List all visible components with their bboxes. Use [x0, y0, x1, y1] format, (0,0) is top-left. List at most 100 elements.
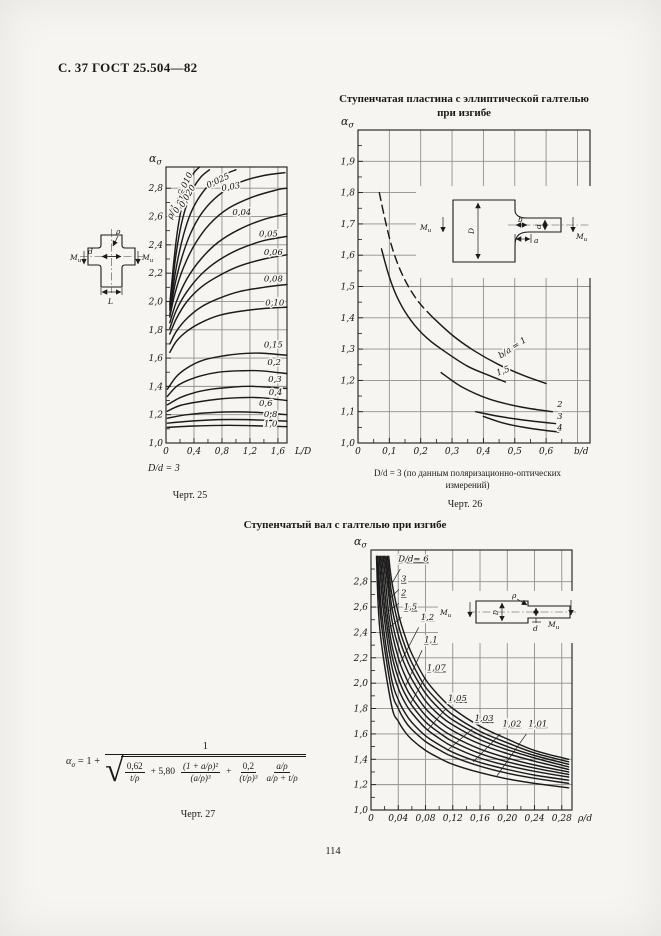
- svg-text:1,8: 1,8: [149, 326, 164, 336]
- svg-text:1,5: 1,5: [495, 364, 511, 378]
- formula-under-root: 0,62 t/ρ + 5,80 (1 + a/ρ)² (a/ρ)³ + 0,2 (t/…: [120, 756, 306, 784]
- svg-text:1,6: 1,6: [271, 447, 286, 457]
- chart-25-ratio-caption: D/d = 3: [148, 463, 180, 474]
- svg-text:1,4: 1,4: [354, 755, 369, 765]
- formula-numerator: 1: [105, 741, 306, 755]
- inset-background: [438, 591, 578, 643]
- chart-26-caption: Черт. 26: [447, 499, 483, 510]
- dim-d-label: d: [88, 247, 93, 256]
- svg-text:2,2: 2,2: [353, 654, 369, 664]
- svg-text:0: 0: [355, 447, 361, 457]
- svg-text:1,6: 1,6: [354, 730, 369, 740]
- plate-dimension-d: d: [534, 219, 548, 231]
- dim-D-label: D: [467, 228, 476, 235]
- term-1: 0,62 t/ρ: [124, 761, 145, 783]
- plus-operator: +: [226, 767, 232, 778]
- chart-25-cross-plate: 0 0,4 0,8 1,2 1,6 1,0 1,2 1,4 1,6 1,8 2,0 2,2 2,4 2,6…: [148, 152, 312, 457]
- stepped-shaft-outline: [468, 600, 576, 624]
- page-number: 114: [325, 846, 341, 857]
- svg-text:2,0: 2,0: [353, 679, 369, 689]
- svg-text:0,24: 0,24: [525, 814, 545, 824]
- svg-text:1,07: 1,07: [427, 664, 447, 674]
- svg-text:0,15: 0,15: [264, 341, 283, 351]
- plate-dimension-a: a: [514, 234, 538, 245]
- stepped-shaft-drawing: ρ D d Ми Ми: [438, 591, 578, 643]
- svg-text:1,5: 1,5: [341, 283, 356, 293]
- term-2: (1 + a/ρ)² (a/ρ)³: [180, 761, 221, 783]
- svg-text:2,0: 2,0: [148, 297, 164, 307]
- svg-text:1,2: 1,2: [149, 411, 164, 421]
- dim-b-label: b: [518, 215, 523, 224]
- svg-text:0,1: 0,1: [382, 447, 396, 457]
- svg-text:0,6: 0,6: [259, 399, 273, 409]
- rho-label: ρ: [115, 227, 121, 236]
- moment-label: М: [439, 608, 448, 617]
- chart-26-stepped-plate: 0 0,1 0,2 0,3 0,4 0,5 0,6 1,0 1,1 1,2 1,3 1,4 1,5 1,6…: [341, 115, 591, 457]
- svg-text:L/D: L/D: [294, 447, 311, 457]
- moment-label: М: [547, 620, 556, 629]
- svg-text:0,04: 0,04: [232, 208, 251, 218]
- svg-text:1,9: 1,9: [341, 157, 356, 167]
- chart-25-caption: Черт. 25: [172, 490, 208, 501]
- svg-text:1,0: 1,0: [149, 439, 164, 449]
- svg-text:1,4: 1,4: [149, 382, 164, 392]
- svg-text:1,6: 1,6: [341, 251, 356, 261]
- svg-text:ασ: ασ: [341, 115, 354, 130]
- svg-text:0,4: 0,4: [187, 447, 202, 457]
- svg-text:Ми: Ми: [141, 253, 154, 264]
- svg-text:1,0: 1,0: [354, 806, 369, 816]
- svg-text:0,2: 0,2: [414, 447, 429, 457]
- term-4: a/ρ a/ρ + t/ρ: [266, 761, 298, 783]
- moment-label: М: [575, 232, 584, 241]
- svg-text:0,16: 0,16: [470, 814, 490, 824]
- svg-text:0,3: 0,3: [445, 447, 460, 457]
- svg-text:2,8: 2,8: [353, 578, 369, 588]
- plate-dimension-b: b: [515, 215, 528, 228]
- svg-text:0,8: 0,8: [215, 447, 230, 457]
- dim-L-label: L: [107, 297, 113, 306]
- rho-label: ρ: [511, 591, 517, 600]
- cross-specimen-outline: [80, 229, 143, 293]
- svg-text:1,0: 1,0: [341, 439, 356, 449]
- formula-lhs: ασ = 1 +: [66, 755, 101, 769]
- svg-text:0: 0: [368, 814, 374, 824]
- svg-text:0,03: 0,03: [221, 181, 241, 194]
- term-3: 0,2 (t/ρ)³: [239, 761, 258, 783]
- svg-text:Ми: Ми: [419, 223, 432, 234]
- svg-text:0,06: 0,06: [264, 248, 284, 258]
- svg-text:1,05: 1,05: [448, 694, 467, 704]
- svg-text:0,5: 0,5: [508, 447, 523, 457]
- chart-27-stepped-shaft: 0 0,04 0,08 0,12 0,16 0,20 0,24 0,28 1,0 1,2 1,4 1,…: [353, 535, 593, 824]
- cross-fillet-radius-callout: ρ: [112, 227, 121, 247]
- chart-26-ratio-caption-line2: измерений): [445, 479, 490, 490]
- shaft-fillet-radius-callout: ρ: [511, 591, 528, 606]
- chart-27-title: Ступенчатый вал с галтелью при изгибе: [243, 519, 447, 531]
- svg-text:0: 0: [163, 447, 169, 457]
- svg-text:2,4: 2,4: [353, 628, 369, 638]
- bending-moment-left: Ми: [419, 217, 446, 234]
- svg-text:1,2: 1,2: [354, 781, 369, 791]
- svg-text:0,08: 0,08: [415, 814, 435, 824]
- chart-26-ratio-caption-line1: D/d = 3 (по данным поляризационно-оптиче…: [373, 468, 562, 478]
- svg-text:1,7: 1,7: [341, 220, 356, 230]
- shaft-dimension-d: d: [532, 607, 541, 633]
- svg-text:2,4: 2,4: [148, 241, 164, 251]
- bending-moment-right: Ми: [570, 217, 588, 243]
- svg-text:Ми: Ми: [439, 608, 452, 619]
- formula-main-fraction: 1 √ 0,62 t/ρ + 5,80 (1 + a/ρ)² (a/ρ)³ + 0,…: [105, 741, 306, 788]
- svg-text:1,5: 1,5: [404, 603, 418, 613]
- svg-text:0,4: 0,4: [269, 388, 283, 398]
- svg-text:ασ: ασ: [354, 535, 367, 550]
- svg-text:b/a = 1: b/a = 1: [497, 336, 529, 361]
- moment-label: М: [419, 223, 428, 232]
- cross-dimension-d: d: [88, 247, 122, 260]
- bending-moment-right: Ми: [135, 251, 154, 265]
- cross-dimension-L: L: [100, 288, 123, 306]
- inset-background: [416, 186, 596, 278]
- cross-specimen-drawing: d L ρ Ми Ми: [69, 227, 154, 306]
- svg-text:2,8: 2,8: [148, 184, 164, 194]
- svg-text:0,08: 0,08: [264, 275, 284, 285]
- svg-text:Ми: Ми: [575, 232, 588, 243]
- svg-text:3: 3: [401, 575, 406, 585]
